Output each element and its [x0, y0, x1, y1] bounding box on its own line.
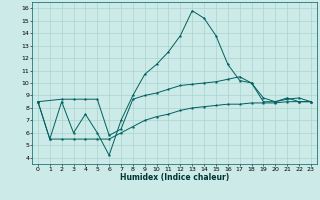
X-axis label: Humidex (Indice chaleur): Humidex (Indice chaleur) [120, 173, 229, 182]
